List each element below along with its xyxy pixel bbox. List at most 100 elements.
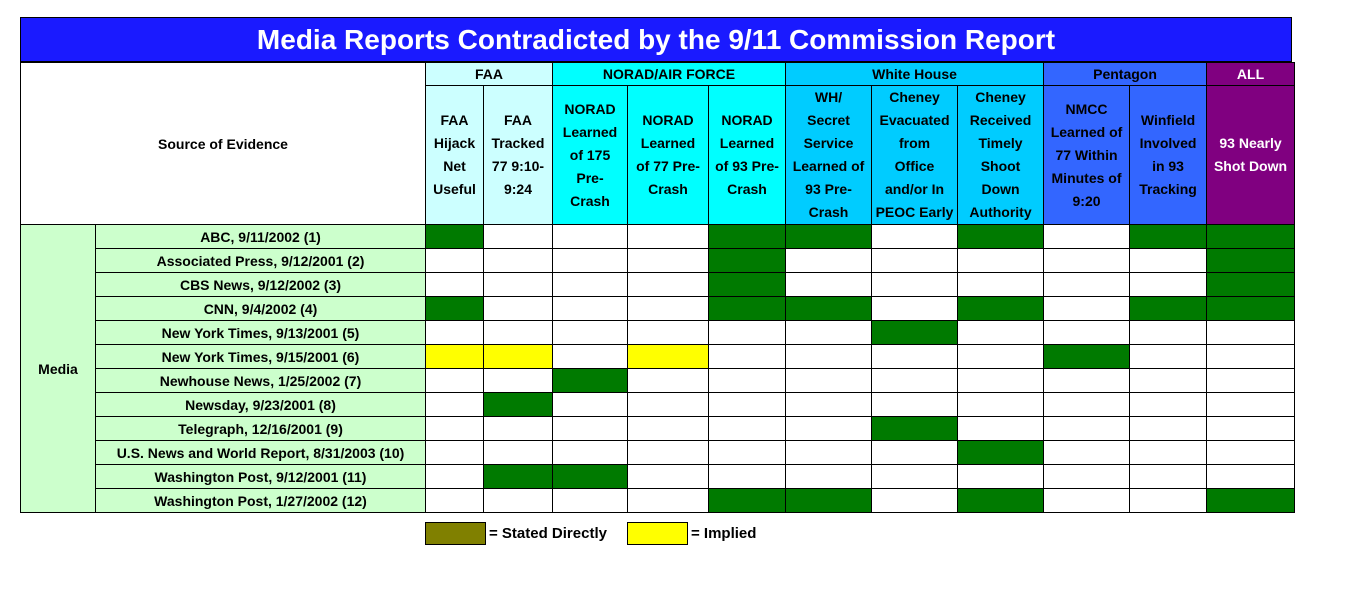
column-header-line: Learned xyxy=(562,123,618,140)
cell-empty xyxy=(707,440,787,465)
cell-stated xyxy=(785,488,873,513)
cell-empty xyxy=(627,488,709,513)
column-header-line: 9:24 xyxy=(503,181,533,197)
cell-empty xyxy=(957,392,1045,417)
cell-empty xyxy=(957,272,1045,297)
cell-empty xyxy=(627,248,709,273)
cell-stated xyxy=(707,488,787,513)
legend-implied: = Implied xyxy=(627,522,756,545)
cell-empty xyxy=(552,416,628,441)
column-header-2: NORAD Learned of 175 Pre- Crash xyxy=(552,85,628,225)
table-row: Telegraph, 12/16/2001 (9) xyxy=(21,416,1296,441)
cell-empty xyxy=(957,464,1045,489)
column-header-line: Service xyxy=(803,135,854,151)
column-header-line: Shot Down xyxy=(1213,158,1288,174)
column-header-line: 77 Within xyxy=(1055,146,1118,163)
column-header-line: NMCC xyxy=(1065,100,1108,117)
column-header-line: 9:20 xyxy=(1072,192,1101,209)
column-header-line: Hijack xyxy=(433,135,476,151)
group-header-3: Pentagon xyxy=(1043,62,1208,86)
column-header-line: in 93 xyxy=(1152,158,1184,174)
column-header-7: Cheney Received Timely Shoot Down Authority xyxy=(957,85,1045,225)
cell-empty xyxy=(707,320,787,345)
table-row: Newhouse News, 1/25/2002 (7) xyxy=(21,368,1296,393)
cell-empty xyxy=(1206,464,1296,489)
cell-stated xyxy=(707,224,787,249)
cell-empty xyxy=(627,320,709,345)
cell-empty xyxy=(552,248,628,273)
column-header-line: Authority xyxy=(969,204,1032,220)
cell-empty xyxy=(425,440,484,465)
column-header-line: of 77 Pre- xyxy=(636,158,700,174)
cell-empty xyxy=(627,224,709,249)
cell-empty xyxy=(552,272,628,297)
cell-empty xyxy=(1043,296,1131,321)
group-header-2: White House xyxy=(785,62,1045,86)
cell-empty xyxy=(627,416,709,441)
cell-empty xyxy=(1206,416,1296,441)
column-header-line: NORAD xyxy=(721,112,773,128)
column-header-line: of 93 Pre- xyxy=(715,158,779,174)
column-header-line: Learned of xyxy=(792,158,865,174)
cell-stated xyxy=(957,440,1045,465)
cell-stated xyxy=(957,224,1045,249)
legend-stated: = Stated Directly xyxy=(425,522,607,545)
column-header-line: PEOC Early xyxy=(875,204,954,220)
cell-stated xyxy=(1206,488,1296,513)
cell-empty xyxy=(483,272,553,297)
cell-empty xyxy=(871,464,959,489)
column-header-1: FAA Tracked 77 9:10- 9:24 xyxy=(483,85,553,225)
cell-implied xyxy=(425,344,484,369)
cell-empty xyxy=(552,320,628,345)
cell-empty xyxy=(1129,440,1208,465)
implied-swatch xyxy=(627,522,688,545)
cell-stated xyxy=(1043,344,1131,369)
table-row: U.S. News and World Report, 8/31/2003 (1… xyxy=(21,440,1296,465)
cell-empty xyxy=(425,488,484,513)
cell-empty xyxy=(1129,368,1208,393)
cell-stated xyxy=(707,296,787,321)
evidence-matrix: Source of Evidence FAA NORAD/AIR FORCE Whi… xyxy=(20,62,1296,513)
column-header-line: Shoot xyxy=(980,158,1021,174)
source-cell: Newsday, 9/23/2001 (8) xyxy=(95,392,426,417)
cell-empty xyxy=(1206,392,1296,417)
table-row: Media ABC, 9/11/2002 (1) xyxy=(20,224,1296,513)
column-header-10: 93 Nearly Shot Down xyxy=(1206,85,1296,225)
cell-empty xyxy=(1129,272,1208,297)
cell-implied xyxy=(483,344,553,369)
page-title: Media Reports Contradicted by the 9/11 C… xyxy=(20,17,1292,62)
column-header-line: Received xyxy=(969,112,1032,128)
table-row: New York Times, 9/13/2001 (5) xyxy=(21,320,1296,345)
column-header-line: 77 9:10- xyxy=(491,158,545,174)
cell-stated xyxy=(483,392,553,417)
category-media: Media xyxy=(20,224,96,513)
cell-empty xyxy=(957,416,1045,441)
column-header-line: Tracked xyxy=(491,135,545,151)
column-header-4: NORAD Learned of 93 Pre- Crash xyxy=(707,85,787,225)
cell-stated xyxy=(957,488,1045,513)
cell-empty xyxy=(627,464,709,489)
cell-stated xyxy=(707,248,787,273)
source-cell: CBS News, 9/12/2002 (3) xyxy=(95,272,426,297)
column-header-line: Learned of xyxy=(1050,123,1123,140)
table-row: Newsday, 9/23/2001 (8) xyxy=(21,392,1296,417)
legend-stated-label: = Stated Directly xyxy=(489,525,607,542)
table-row: CNN, 9/4/2002 (4) xyxy=(21,296,1296,321)
column-header-line: FAA xyxy=(504,112,532,128)
cell-empty xyxy=(957,320,1045,345)
column-header-line: Useful xyxy=(433,181,476,197)
column-header-line: Timely xyxy=(978,135,1023,151)
cell-empty xyxy=(627,392,709,417)
column-header-line: from xyxy=(898,135,931,151)
cell-stated xyxy=(1129,224,1208,249)
cell-empty xyxy=(785,440,873,465)
cell-empty xyxy=(1043,392,1131,417)
cell-empty xyxy=(483,248,553,273)
cell-empty xyxy=(483,416,553,441)
column-header-line: 93 Pre- xyxy=(805,181,852,197)
column-header-5: WH/Secret Service Learned of 93 Pre- Crash xyxy=(785,85,873,225)
cell-empty xyxy=(627,296,709,321)
cell-stated xyxy=(785,296,873,321)
cell-empty xyxy=(871,296,959,321)
cell-empty xyxy=(1129,344,1208,369)
